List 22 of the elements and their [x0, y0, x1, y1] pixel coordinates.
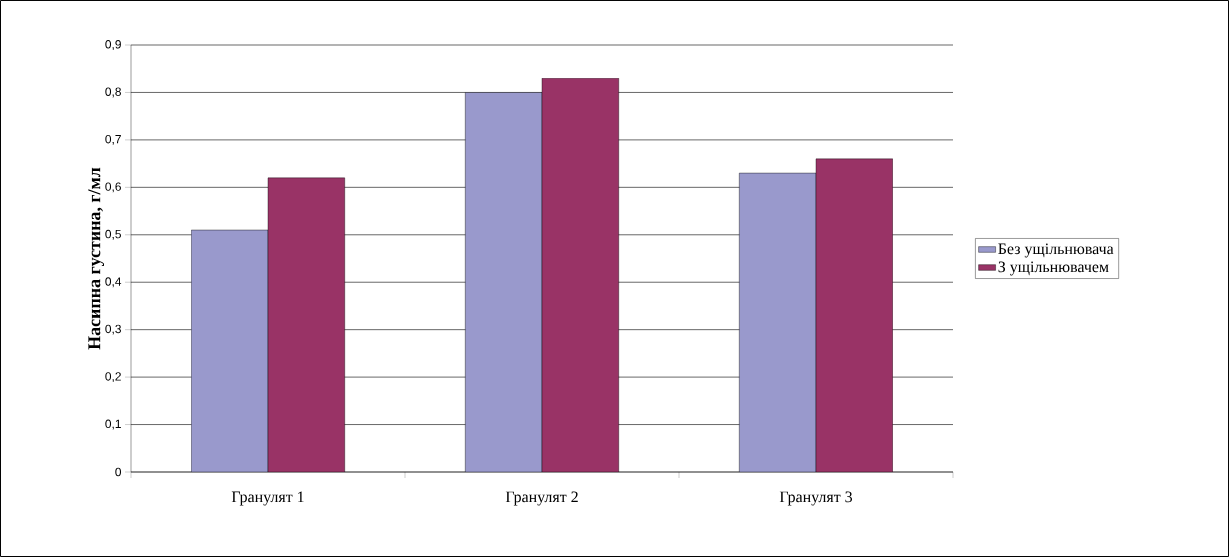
legend-label: З ущільнювачем	[998, 261, 1109, 276]
bar	[815, 158, 893, 472]
y-axis-title: Насипна густина, г/мл	[88, 167, 105, 350]
y-tick-label: 0,2	[105, 372, 121, 383]
bar	[739, 172, 817, 472]
bar	[267, 177, 345, 472]
y-tick-label: 0,6	[105, 182, 121, 193]
y-tick-label: 0,8	[105, 87, 121, 98]
y-tick-label: 0	[115, 467, 122, 477]
bar	[541, 78, 619, 472]
bar	[191, 229, 269, 472]
y-tick-label: 0,3	[105, 324, 121, 335]
bar	[465, 92, 543, 472]
y-tick-label: 0,5	[105, 229, 121, 240]
x-tick-label: Гранулят 2	[505, 491, 578, 506]
y-tick-label: 0,1	[105, 419, 121, 430]
y-tick-label: 0,9	[105, 40, 121, 50]
x-tick-label: Гранулят 1	[231, 491, 304, 506]
y-tick-label: 0,4	[105, 277, 122, 288]
legend-label: Без ущільнювача	[998, 243, 1114, 258]
x-tick-label: Гранулят 3	[779, 491, 853, 506]
y-tick-label: 0,7	[105, 134, 121, 145]
